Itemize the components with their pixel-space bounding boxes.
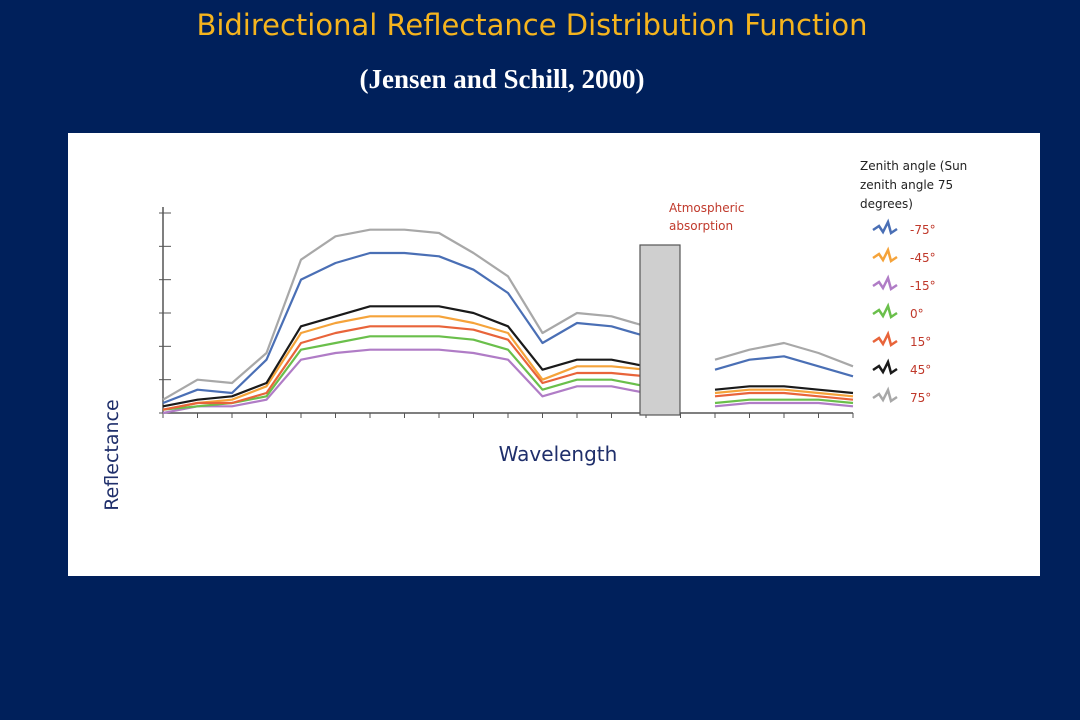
legend-swatch-line — [872, 246, 898, 264]
legend-label: -15° — [910, 279, 936, 293]
legend-swatch-line — [872, 330, 898, 348]
legend-swatch — [872, 274, 898, 292]
series-line-75 — [714, 341, 854, 368]
legend-item: 45° — [872, 358, 992, 386]
legend-item: -15° — [872, 274, 992, 302]
legend-item: -45° — [872, 246, 992, 274]
series-line-minus-15 — [714, 401, 854, 408]
legend-swatch — [872, 246, 898, 264]
legend-swatch — [872, 386, 898, 404]
y-axis-label: Reflectance — [101, 399, 123, 511]
series-line-45 — [714, 385, 854, 395]
brdf-chart — [159, 207, 854, 418]
legend-swatch-line — [872, 386, 898, 404]
chart-panel: Reflectance Wavelength Atmospheric absor… — [68, 133, 1040, 576]
series-line-45 — [162, 305, 647, 408]
legend-label: 0° — [910, 307, 924, 321]
legend-swatch — [872, 358, 898, 376]
series-line-minus-45 — [714, 388, 854, 398]
legend-label: -75° — [910, 223, 936, 237]
series-line-15 — [714, 391, 854, 401]
x-axis-label: Wavelength — [498, 442, 618, 466]
legend-swatch — [872, 330, 898, 348]
slide-title: Bidirectional Reflectance Distribution F… — [196, 8, 868, 42]
legend-label: -45° — [910, 251, 936, 265]
legend: -75° -45° -15° 0° 15° 45° 75° — [872, 218, 992, 414]
legend-item: 15° — [872, 330, 992, 358]
slide-subtitle: (Jensen and Schill, 2000) — [359, 64, 645, 94]
legend-label: 15° — [910, 335, 932, 349]
series-line-minus-45 — [162, 315, 647, 411]
series-line-minus-75 — [162, 251, 647, 405]
series-line-minus-75 — [714, 355, 854, 378]
legend-item: -75° — [872, 218, 992, 246]
series-line-0 — [714, 398, 854, 405]
legend-swatch — [872, 218, 898, 236]
atmospheric-absorption-bar — [639, 244, 681, 416]
legend-swatch-line — [872, 358, 898, 376]
legend-swatch — [872, 302, 898, 320]
legend-label: 75° — [910, 391, 932, 405]
legend-item: 0° — [872, 302, 992, 330]
legend-swatch-line — [872, 302, 898, 320]
legend-item: 75° — [872, 386, 992, 414]
series-line-15 — [162, 325, 647, 411]
legend-swatch-line — [872, 274, 898, 292]
atmospheric-absorption-label: Atmospheric absorption — [669, 201, 745, 233]
legend-title: Zenith angle (Sun zenith angle 75 degree… — [860, 159, 968, 211]
series-line-minus-15 — [162, 348, 647, 415]
series-line-75 — [162, 228, 647, 401]
legend-label: 45° — [910, 363, 932, 377]
legend-swatch-line — [872, 218, 898, 236]
